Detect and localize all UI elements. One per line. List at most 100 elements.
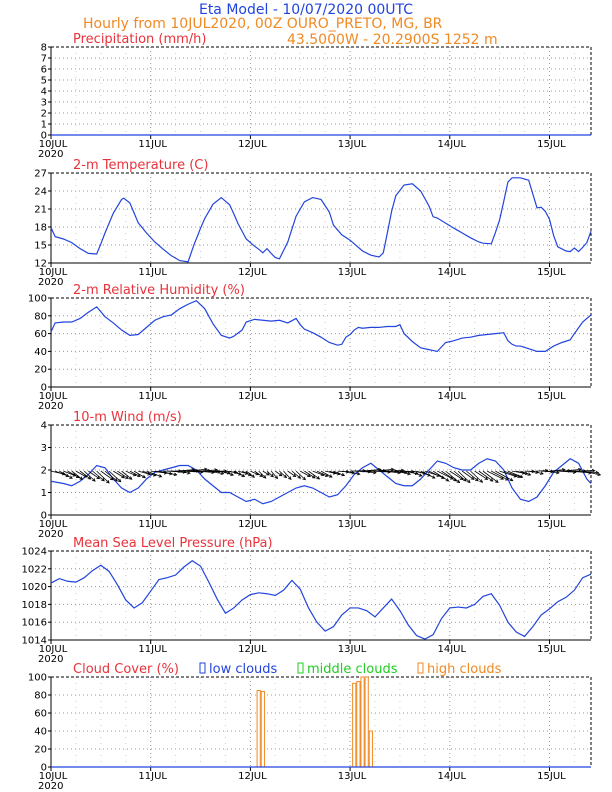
wind-arrow-head (79, 476, 84, 480)
wind-arrow-head (356, 471, 361, 476)
x-tick-label: 10JUL (39, 267, 68, 278)
wind-arrow-head (227, 470, 231, 475)
wind-vectors (50, 467, 602, 484)
wind-arrow (491, 470, 509, 481)
panel-title: 10-m Wind (m/s) (73, 410, 182, 425)
x-year-label: 2020 (38, 654, 63, 665)
y-tick-label: 18 (34, 223, 47, 234)
wind-arrow (59, 470, 73, 479)
y-tick-label: 1014 (22, 636, 47, 647)
wind-arrow-head (251, 474, 255, 478)
y-tick-label: 1024 (22, 547, 47, 558)
wind-arrow (420, 470, 436, 479)
x-tick-label: 12JUL (238, 267, 267, 278)
x-tick-label: 10JUL (39, 644, 68, 655)
wind-arrow (233, 470, 245, 477)
y-tick-label: 0 (41, 383, 47, 394)
wind-arrow-head (431, 475, 436, 479)
x-tick-label: 11JUL (138, 139, 167, 150)
wind-arrow-head (270, 473, 274, 478)
wind-arrow (79, 470, 91, 480)
cloud-bar (352, 682, 357, 768)
wind-arrow (374, 468, 394, 472)
x-tick-label: 13JUL (338, 519, 367, 530)
x-tick-label: 11JUL (138, 771, 167, 782)
wind-arrow (295, 470, 306, 481)
wind-arrow-head (328, 474, 333, 478)
wind-arrow (532, 470, 544, 475)
wind-arrow-head (292, 473, 297, 478)
wind-arrow-head (283, 474, 288, 479)
wind-arrow-head (87, 476, 92, 480)
y-tick-label: 20 (34, 365, 47, 376)
wind-arrow-head (527, 472, 532, 476)
wind-arrow (486, 470, 504, 480)
wind-arrow (75, 470, 87, 478)
panel-2: 12 15 18 21 24 27 10JUL 11JUL 12JUL 13JUL 14JUL 15J… (34, 158, 592, 288)
x-year-label: 2020 (38, 277, 63, 288)
wind-arrow-head (297, 475, 302, 479)
wind-arrow (437, 470, 454, 480)
wind-arrow-head (230, 472, 234, 477)
wind-arrow (570, 470, 592, 474)
x-year-label: 2020 (38, 149, 63, 160)
wind-arrow-head (495, 479, 499, 483)
x-tick-label: 10JUL (39, 519, 68, 530)
panel-title: 2-m Relative Humidity (%) (73, 283, 245, 298)
x-tick-label: 11JUL (138, 644, 167, 655)
wind-arrow (474, 470, 488, 480)
wind-arrow (387, 469, 404, 472)
wind-arrow-head (274, 475, 279, 480)
wind-arrow-head (241, 473, 246, 477)
x-tick-label: 15JUL (537, 267, 566, 278)
x-tick-label: 14JUL (437, 519, 466, 530)
wind-arrow (325, 470, 336, 474)
wind-arrow (71, 470, 83, 480)
wind-arrow-head (92, 478, 96, 482)
panel-6: 0 20 40 60 80 100 10JUL 11JUL 12JUL 13JUL 14JUL 15J… (28, 662, 592, 792)
wind-arrow (133, 470, 146, 479)
wind-arrow-head (142, 474, 146, 479)
wind-arrow-head (456, 479, 461, 484)
y-tick-label: 3 (41, 443, 47, 454)
wind-arrow (304, 470, 316, 479)
wind-arrow-head (479, 479, 484, 483)
x-tick-label: 12JUL (238, 139, 267, 150)
wind-arrow (270, 470, 278, 479)
wind-arrow (432, 470, 449, 482)
y-tick-label: 6 (41, 65, 47, 76)
wind-arrow (358, 470, 376, 474)
x-year-label: 2020 (38, 401, 63, 412)
x-tick-label: 14JUL (437, 267, 466, 278)
wind-arrow (316, 470, 329, 477)
x-tick-label: 14JUL (437, 391, 466, 402)
y-tick-label: 1018 (22, 600, 47, 611)
x-tick-label: 10JUL (39, 771, 68, 782)
x-tick-label: 14JUL (437, 139, 466, 150)
wind-arrow (188, 468, 208, 472)
wind-arrow-head (509, 477, 514, 482)
wind-arrow (291, 470, 301, 479)
x-tick-label: 15JUL (537, 771, 566, 782)
wind-arrow (329, 470, 340, 475)
wind-arrow (470, 470, 483, 483)
wind-arrow-head (556, 470, 560, 475)
wind-arrow (262, 470, 270, 476)
wind-arrow-head (466, 479, 471, 484)
wind-arrow (383, 470, 401, 474)
wind-arrow-head (128, 476, 133, 480)
wind-arrow-head (96, 475, 101, 480)
wind-arrow (88, 470, 100, 480)
y-tick-label: 100 (28, 673, 47, 684)
x-tick-label: 14JUL (437, 644, 466, 655)
wind-arrow-head (341, 472, 346, 477)
panel-title: Mean Sea Level Pressure (hPa) (73, 536, 273, 551)
y-tick-label: 12 (34, 259, 47, 270)
legend-label: low clouds (209, 662, 278, 677)
panel-5: 1014 1016 1018 1020 1022 1024 10JUL 11JUL 12JUL 1… (22, 536, 592, 665)
wind-arrow-head (302, 476, 306, 481)
x-tick-label: 12JUL (238, 644, 267, 655)
wind-arrow-head (114, 478, 118, 482)
